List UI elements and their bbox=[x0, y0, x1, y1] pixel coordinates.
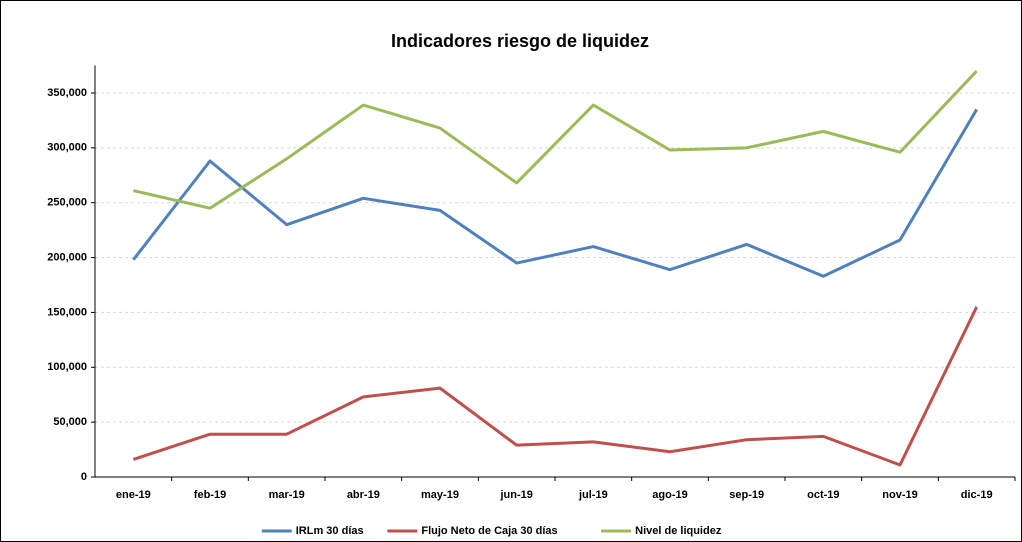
line-series bbox=[132, 70, 978, 210]
x-tick-label: feb-19 bbox=[194, 489, 226, 501]
x-tick-label: nov-19 bbox=[882, 489, 917, 501]
x-tick-label: dic-19 bbox=[961, 489, 993, 501]
x-tick-label: oct-19 bbox=[807, 489, 839, 501]
y-tick-label: 300,000 bbox=[47, 142, 87, 154]
x-tick-label: jul-19 bbox=[578, 489, 608, 501]
x-tick-label: mar-19 bbox=[269, 489, 305, 501]
y-tick-label: 0 bbox=[81, 471, 87, 483]
y-tick-label: 100,000 bbox=[47, 361, 87, 373]
x-tick-label: jun-19 bbox=[499, 489, 532, 501]
y-tick-label: 50,000 bbox=[53, 416, 87, 428]
y-tick-label: 150,000 bbox=[47, 306, 87, 318]
x-tick-label: ene-19 bbox=[116, 489, 151, 501]
line-series bbox=[132, 108, 978, 278]
x-tick-label: sep-19 bbox=[729, 489, 764, 501]
x-tick-label: ago-19 bbox=[652, 489, 687, 501]
legend-label: Flujo Neto de Caja 30 días bbox=[421, 525, 557, 537]
legend-label: Nivel de liquidez bbox=[635, 525, 722, 537]
x-tick-label: may-19 bbox=[421, 489, 459, 501]
y-tick-label: 250,000 bbox=[47, 197, 87, 209]
line-series bbox=[132, 306, 979, 467]
y-tick-label: 200,000 bbox=[47, 251, 87, 263]
y-tick-label: 350,000 bbox=[47, 87, 87, 99]
x-tick-label: abr-19 bbox=[347, 489, 380, 501]
chart-title: Indicadores riesgo de liquidez bbox=[391, 31, 649, 51]
legend-label: IRLm 30 días bbox=[296, 525, 364, 537]
